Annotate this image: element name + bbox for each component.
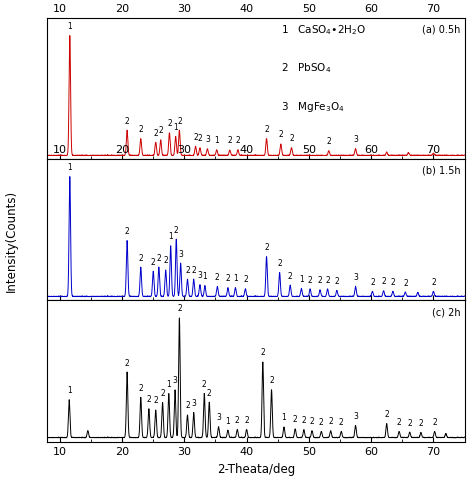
Text: (c) 2h: (c) 2h [432, 306, 460, 316]
Text: 2: 2 [146, 394, 151, 403]
Text: 3: 3 [205, 135, 210, 144]
Text: 2: 2 [160, 388, 165, 397]
Text: 2: 2 [207, 388, 212, 397]
Text: 1: 1 [233, 274, 238, 283]
Text: 2: 2 [167, 119, 172, 128]
Text: 1: 1 [226, 416, 230, 425]
Text: 2: 2 [293, 414, 298, 423]
Text: 2: 2 [185, 265, 190, 274]
Text: 3: 3 [173, 375, 177, 384]
Text: 2: 2 [264, 125, 269, 134]
Text: 2: 2 [235, 415, 240, 424]
Text: 1: 1 [282, 412, 286, 421]
Text: 2: 2 [269, 375, 274, 384]
Text: 2: 2 [319, 417, 324, 426]
Text: 1: 1 [166, 379, 171, 388]
Text: 1: 1 [67, 385, 72, 395]
Text: 2: 2 [228, 136, 232, 145]
Text: 2: 2 [301, 415, 306, 424]
Text: 2: 2 [264, 242, 269, 252]
Text: 2: 2 [288, 271, 292, 280]
Text: 2: 2 [125, 117, 129, 125]
Text: 2: 2 [215, 272, 220, 281]
Text: 2: 2 [279, 130, 283, 139]
Text: 1: 1 [202, 272, 207, 281]
Text: 1: 1 [173, 122, 178, 132]
Text: 2: 2 [370, 277, 375, 286]
Text: 3: 3 [353, 411, 358, 420]
Text: 2: 2 [236, 136, 240, 145]
Text: 3: 3 [191, 398, 196, 407]
Text: 2: 2 [191, 265, 196, 274]
Text: 1: 1 [67, 163, 72, 172]
Text: 1: 1 [168, 232, 173, 241]
Text: 3   $\mathregular{MgFe_3O_4}$: 3 $\mathregular{MgFe_3O_4}$ [281, 99, 345, 113]
Text: 2: 2 [310, 416, 314, 425]
Text: 2: 2 [177, 117, 182, 125]
Text: 2   $\mathregular{PbSO_4}$: 2 $\mathregular{PbSO_4}$ [281, 61, 331, 75]
Text: Intensity(Counts): Intensity(Counts) [5, 189, 18, 291]
Text: 2: 2 [384, 409, 389, 418]
Text: 2: 2 [381, 276, 386, 286]
Text: 2: 2 [289, 134, 294, 143]
Text: 2: 2 [174, 225, 179, 234]
Text: 2: 2 [327, 137, 331, 146]
Text: 2: 2 [185, 400, 190, 409]
Text: 2: 2 [198, 134, 202, 143]
Text: 2: 2 [125, 358, 129, 367]
Text: 2: 2 [125, 227, 129, 236]
Text: 3: 3 [216, 412, 221, 421]
Text: 2: 2 [156, 253, 161, 262]
Text: 2: 2 [318, 276, 322, 285]
Text: 1: 1 [67, 22, 72, 31]
Text: 2: 2 [244, 415, 249, 424]
Text: 2: 2 [419, 418, 423, 427]
Text: 3: 3 [353, 272, 358, 281]
Text: 2: 2 [335, 276, 339, 285]
Text: 3: 3 [178, 249, 183, 258]
Text: 1: 1 [214, 136, 219, 145]
Text: 2: 2 [164, 256, 168, 265]
Text: 2: 2 [407, 418, 412, 427]
Text: 1: 1 [299, 275, 304, 284]
Text: 2: 2 [154, 396, 158, 405]
Text: 2: 2 [226, 274, 230, 283]
Text: 3: 3 [353, 135, 358, 144]
Text: 2: 2 [431, 277, 436, 286]
Text: 2: 2 [397, 417, 401, 426]
Text: 2: 2 [154, 128, 158, 137]
Text: 2: 2 [151, 257, 155, 266]
Text: 2: 2 [328, 416, 333, 425]
Text: (a) 0.5h: (a) 0.5h [422, 25, 460, 35]
Text: 2: 2 [432, 417, 437, 426]
Text: 1   $\mathregular{CaSO_4{\bullet}2H_2O}$: 1 $\mathregular{CaSO_4{\bullet}2H_2O}$ [281, 24, 366, 37]
Text: (b) 1.5h: (b) 1.5h [422, 166, 460, 176]
Text: 2: 2 [158, 126, 163, 135]
Text: 2: 2 [138, 125, 143, 134]
Text: 2: 2 [177, 304, 182, 313]
Text: 2: 2 [243, 275, 248, 284]
Text: 2: 2 [202, 379, 207, 388]
Text: 2: 2 [277, 258, 282, 267]
Text: 2: 2 [260, 348, 265, 357]
Text: 2: 2 [138, 253, 143, 262]
Text: 3: 3 [198, 270, 202, 279]
Text: 2: 2 [138, 383, 143, 392]
Text: 2: 2 [193, 132, 198, 142]
Text: 2: 2 [391, 277, 395, 286]
Text: 2: 2 [403, 278, 408, 287]
Text: 2: 2 [308, 275, 312, 284]
Text: 2: 2 [339, 417, 344, 426]
Text: 2: 2 [325, 275, 330, 284]
X-axis label: 2-Theata/deg: 2-Theata/deg [217, 462, 295, 475]
